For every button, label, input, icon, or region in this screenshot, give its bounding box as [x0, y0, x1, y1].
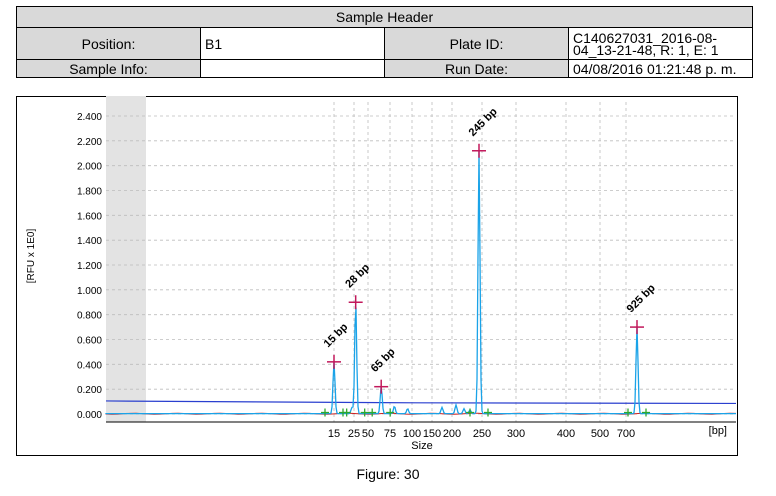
x-tick-label: 150	[423, 428, 441, 440]
position-value: B1	[200, 27, 385, 60]
x-tick-label: 25	[348, 428, 360, 440]
header-title: Sample Header	[16, 6, 753, 28]
y-tick-label: 1.800	[77, 187, 102, 198]
position-label: Position:	[16, 27, 201, 60]
y-tick-label: 1.400	[77, 236, 102, 247]
plate-id-value: C140627031_2016-08-04_13-21-48, R: 1, E:…	[568, 27, 753, 60]
run-date-value: 04/08/2016 01:21:48 p. m.	[568, 59, 753, 78]
x-tick-label: 700	[617, 428, 635, 440]
x-tick-label: 400	[557, 428, 575, 440]
sample-info-value	[200, 59, 385, 78]
sample-header-table: Sample Header Position: B1 Plate ID: C14…	[16, 6, 753, 78]
y-tick-label: 1.200	[77, 261, 102, 272]
upper-baseline	[105, 400, 737, 405]
y-tick-label: 0.800	[77, 311, 102, 322]
x-tick-label: 100	[403, 428, 421, 440]
y-tick-label: 2.000	[77, 162, 102, 173]
figure-caption: Figure: 30	[356, 466, 420, 482]
x-tick-label: 250	[473, 428, 491, 440]
excluded-region	[106, 96, 146, 422]
y-tick-label: 2.400	[77, 112, 102, 123]
x-tick-label: 200	[443, 428, 461, 440]
x-tick-label: 50	[362, 428, 374, 440]
x-tick-label: 75	[384, 428, 396, 440]
y-tick-label: 0.600	[77, 336, 102, 347]
y-tick-label: 0.400	[77, 360, 102, 371]
y-axis-label: [RFU x 1E0]	[26, 229, 37, 284]
plate-id-label: Plate ID:	[384, 27, 569, 60]
y-tick-label: 0.000	[77, 410, 102, 421]
y-tick-label: 1.600	[77, 211, 102, 222]
y-tick-label: 2.200	[77, 137, 102, 148]
x-tick-label: 300	[507, 428, 525, 440]
x-axis: 15 25 50 75 100 150 200 250 300 400 500 700	[328, 428, 635, 440]
x-axis-unit: [bp]	[709, 425, 727, 437]
y-tick-label: 0.200	[77, 385, 102, 396]
sample-info-label: Sample Info:	[16, 59, 201, 78]
y-axis: 0.000 0.200 0.400 0.600 0.800 1.000 1.200 1.400…	[77, 112, 102, 421]
electropherogram-chart: 0.000 0.200 0.400 0.600 0.800 1.000 1.200 1.400…	[16, 96, 738, 456]
signal-trace	[105, 150, 736, 415]
trace	[105, 150, 736, 415]
x-axis-label: Size	[411, 440, 432, 452]
run-date-label: Run Date:	[384, 59, 569, 78]
x-tick-label: 500	[591, 428, 609, 440]
x-tick-label: 15	[328, 428, 340, 440]
y-tick-label: 1.000	[77, 286, 102, 297]
